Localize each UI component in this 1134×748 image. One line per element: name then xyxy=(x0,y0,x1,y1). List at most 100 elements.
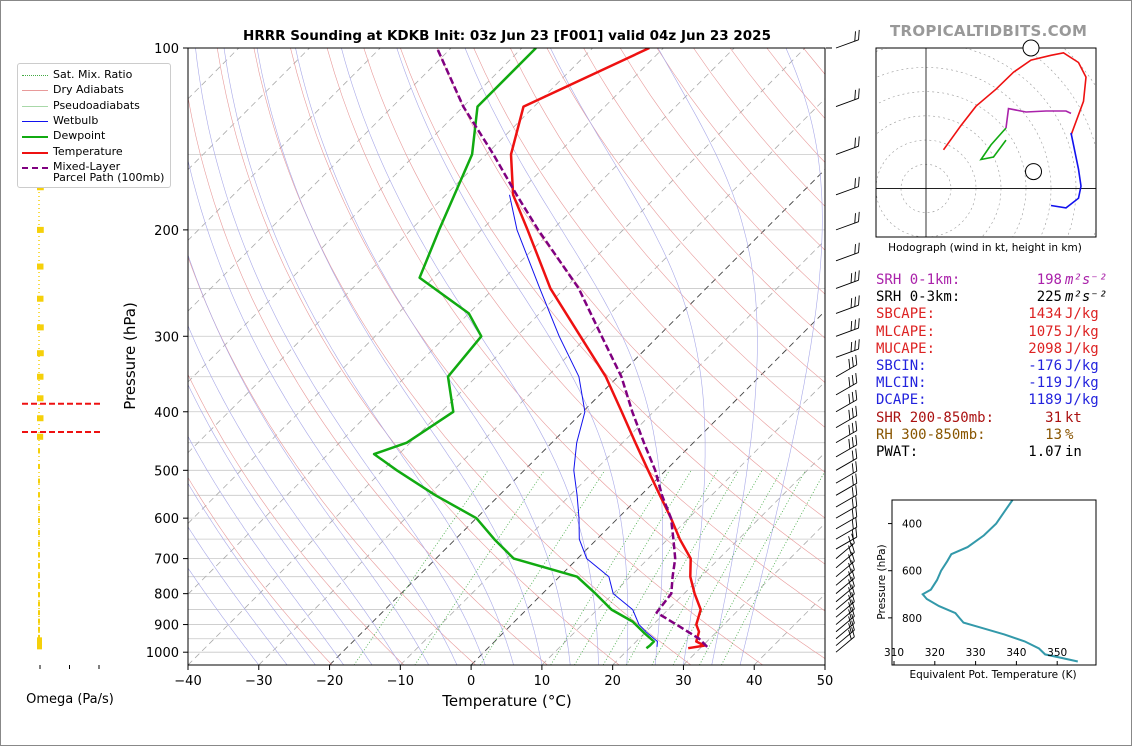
wind-barb-flag xyxy=(854,178,856,189)
wind-barb-flag xyxy=(855,354,858,365)
legend-item: Temperature xyxy=(18,145,170,160)
legend-label: Dewpoint xyxy=(53,129,106,143)
wind-barb xyxy=(835,354,858,378)
wind-barb-flag xyxy=(851,620,855,631)
parameter-label: PWAT: xyxy=(876,443,919,460)
pseudoadiabat-line xyxy=(256,48,543,665)
wind-barb xyxy=(835,420,858,444)
y-tick-label: 400 xyxy=(154,406,179,421)
parameter-value: 1075 xyxy=(1028,323,1062,340)
storm-motion-marker xyxy=(1022,39,1040,57)
parameter-value: 1189 xyxy=(1028,392,1062,409)
wind-barb-flag xyxy=(851,475,854,486)
dry-adiabat-line xyxy=(546,48,825,383)
legend-item: Parcel Path (100mb) xyxy=(18,171,170,186)
wind-barb-flag xyxy=(851,391,854,402)
wind-barb xyxy=(835,318,860,337)
omega-bar xyxy=(38,492,40,498)
legend-item: Wetbulb xyxy=(18,114,170,129)
pseudoadiabat-line xyxy=(464,48,663,665)
hodograph-frame xyxy=(875,47,1097,238)
wind-barb-flag xyxy=(854,340,856,351)
parameter-unit: J/kg xyxy=(1065,306,1099,323)
legend-swatch xyxy=(22,151,48,154)
dry-adiabat-line xyxy=(583,48,825,339)
legend-item: Dry Adiabats xyxy=(18,83,170,98)
wind-barb xyxy=(835,29,860,49)
wind-barb xyxy=(835,242,860,262)
dry-adiabat-line xyxy=(326,48,825,659)
skewt-background xyxy=(188,48,825,665)
omega-bar xyxy=(37,295,44,302)
wind-barb xyxy=(835,435,858,458)
wind-barb-flag xyxy=(850,320,853,331)
parameter-row: SRH 0-3km: 225 m²s⁻² xyxy=(876,289,1108,306)
legend-swatch xyxy=(22,105,48,107)
thetae-traces xyxy=(921,500,1079,663)
isotherm-line xyxy=(541,381,825,665)
wind-barb-flag xyxy=(855,473,858,484)
wind-barb-flag xyxy=(858,295,860,306)
parameter-unit: J/kg xyxy=(1065,340,1099,357)
parameter-unit: % xyxy=(1065,426,1074,443)
hodograph-background xyxy=(876,48,1096,237)
hodograph-caption: Hodograph (wind in kt, height in km) xyxy=(888,242,1082,254)
parameter-unit: m²s⁻² xyxy=(1065,289,1108,306)
pseudoadiabat-line xyxy=(195,48,486,665)
isotherm-line xyxy=(400,239,825,665)
legend-label: Sat. Mix. Ratio xyxy=(53,68,133,81)
parameter-row: SBCAPE: 1434 J/kg xyxy=(876,306,1106,323)
parameter-label: SHR 200-850mb: xyxy=(876,409,995,426)
pseudoadiabat-line xyxy=(188,159,458,665)
wind-barb-flag xyxy=(854,296,856,307)
wind-barb-flag xyxy=(851,463,854,474)
wind-barb xyxy=(835,295,860,314)
dewpoint-trace xyxy=(372,48,656,650)
isotherm-line xyxy=(188,48,806,665)
pseudoadiabat-line xyxy=(396,48,629,665)
legend-label: Temperature xyxy=(53,144,123,158)
omega-bar xyxy=(38,518,40,524)
wind-barb-flag xyxy=(855,461,858,472)
parameter-row: SHR 200-850mb: 31 kt xyxy=(876,410,1106,427)
wind-barb-flag xyxy=(858,29,860,40)
dry-adiabat-line xyxy=(216,48,620,665)
legend-item: Dewpoint xyxy=(18,129,170,144)
wind-barb-flag xyxy=(850,298,853,309)
x-tick-label: 10 xyxy=(534,674,551,689)
wind-barb-flag xyxy=(848,609,852,620)
wind-barb-flag xyxy=(858,242,860,253)
wind-barb-flag xyxy=(851,627,855,637)
parameter-value: 13 xyxy=(1045,426,1062,443)
wind-barb-flag xyxy=(851,568,855,579)
wind-barb xyxy=(835,627,855,653)
x-tick-label: 50 xyxy=(817,674,834,689)
omega-bar xyxy=(38,573,40,579)
wind-barb-flag xyxy=(848,562,852,573)
wind-barb-flag xyxy=(848,393,851,404)
wind-barb-flag xyxy=(855,517,858,528)
wind-barb-flag xyxy=(851,584,855,595)
thetae-x-tick-label: 320 xyxy=(925,647,945,659)
wind-barb-flag xyxy=(854,89,856,100)
wind-barb xyxy=(835,496,858,519)
y-tick-label: 200 xyxy=(154,224,179,239)
parameter-unit: kt xyxy=(1065,409,1082,426)
wind-barb-flag xyxy=(858,176,860,187)
wind-barb-flag xyxy=(851,509,854,519)
skewt-plot-frame xyxy=(187,47,826,666)
skewt-axes: −40 −30 −20 −10 0 10 20 30 40 50 100 200 300 400 500 60… xyxy=(146,42,833,689)
wind-barbs xyxy=(826,29,860,653)
wind-barb-flag xyxy=(854,244,856,254)
dry-adiabat-line xyxy=(188,373,405,665)
parameter-label: MLCAPE: xyxy=(876,323,936,340)
chart-title: HRRR Sounding at KDKB Init: 03z Jun 23 [… xyxy=(243,28,771,44)
sounding-parameters: SRH 0-1km: 198 m²s⁻² SRH 0-3km: 225 m²s⁻² SBCA… xyxy=(876,272,1108,461)
parameter-unit: J/kg xyxy=(1065,392,1099,409)
omega-bar xyxy=(37,226,44,233)
dry-adiabat-line xyxy=(400,48,825,565)
isotherm-line xyxy=(470,310,825,665)
thetae-frame xyxy=(891,499,1097,666)
parameter-value: 31 xyxy=(1045,409,1062,426)
